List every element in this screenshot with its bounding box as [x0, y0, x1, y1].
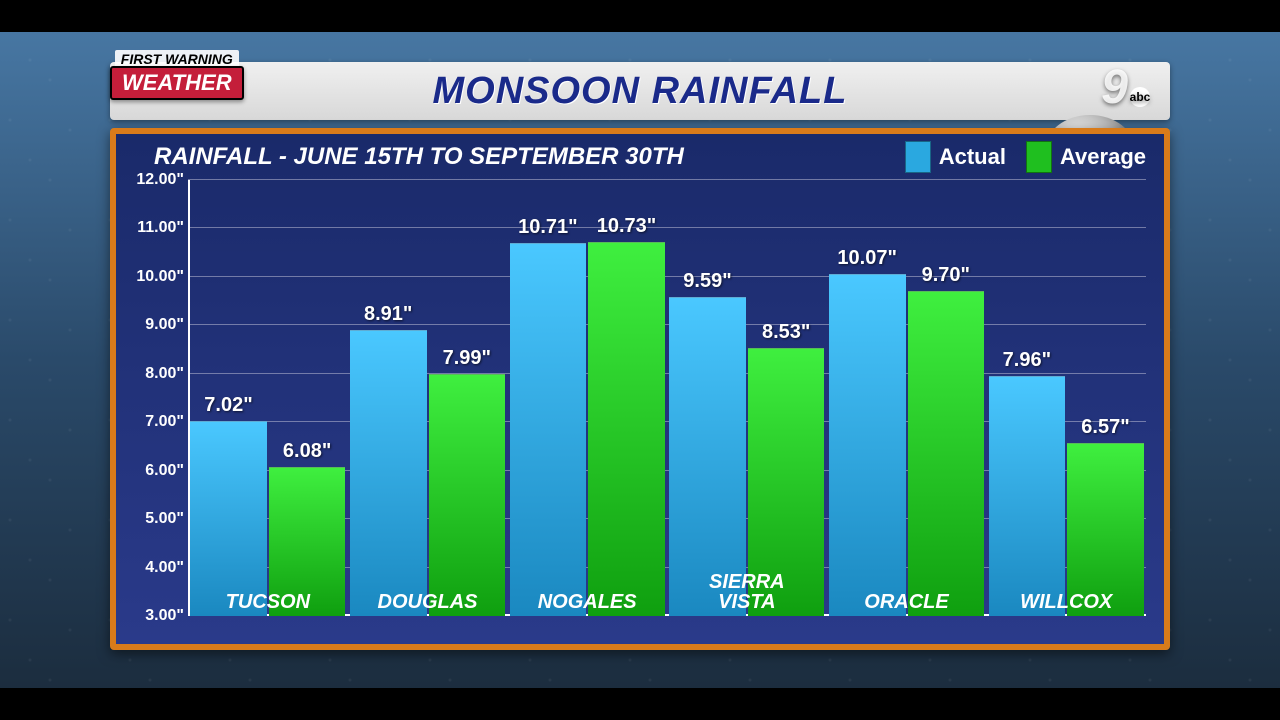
- bar-average: 9.70": [908, 291, 985, 616]
- legend-label-actual: Actual: [939, 144, 1006, 170]
- bar-value-label: 7.99": [443, 347, 491, 370]
- bar-value-label: 7.02": [204, 394, 252, 417]
- y-tick: 9.00": [145, 316, 184, 334]
- legend-label-average: Average: [1060, 144, 1146, 170]
- category-label: ORACLE: [864, 592, 948, 612]
- legend-swatch-average: [1026, 141, 1052, 173]
- bars-area: 7.02"6.08"TUCSON8.91"7.99"DOUGLAS10.71"1…: [188, 180, 1146, 616]
- bar-average: 7.99": [429, 374, 506, 616]
- first-warning-badge: FIRST WARNING WEATHER: [110, 50, 244, 100]
- bar-average: 10.73": [588, 242, 665, 616]
- y-tick: 6.00": [145, 462, 184, 480]
- y-tick: 12.00": [136, 171, 184, 189]
- network-icon: abc: [1130, 87, 1150, 107]
- category-label: TUCSON: [226, 592, 310, 612]
- bar-group: 8.91"7.99"DOUGLAS: [348, 180, 508, 616]
- station-logo: 9 abc: [1101, 60, 1150, 115]
- y-tick: 10.00": [136, 268, 184, 286]
- bar-group: 7.02" 6.08" TUCSON: [188, 180, 348, 616]
- bar-actual: 10.71": [510, 243, 587, 617]
- bar-value-label: 9.59": [683, 270, 731, 293]
- category-label: SIERRA VISTA: [709, 572, 785, 612]
- bar-actual: 8.91": [350, 330, 427, 616]
- legend-average: Average: [1026, 141, 1146, 173]
- y-tick: 7.00": [145, 413, 184, 431]
- bar-group: 7.96" 6.57" WILLCOX: [986, 180, 1146, 616]
- bar-value-label: 8.91": [364, 303, 412, 326]
- bar-value-label: 8.53": [762, 321, 810, 344]
- y-tick: 11.00": [137, 219, 184, 237]
- category-label: DOUGLAS: [378, 592, 478, 612]
- y-tick: 4.00": [145, 559, 184, 577]
- legend-swatch-actual: [905, 141, 931, 173]
- bar-value-label: 10.71": [518, 216, 578, 239]
- chart-frame: RAINFALL - JUNE 15TH TO SEPTEMBER 30TH A…: [110, 128, 1170, 650]
- plot-area: 3.00" 4.00" 5.00" 6.00" 7.00" 8.00" 9.00" 10.00…: [126, 180, 1154, 634]
- y-tick: 5.00": [145, 510, 184, 528]
- chart-header-row: RAINFALL - JUNE 15TH TO SEPTEMBER 30TH A…: [116, 134, 1164, 180]
- bar-group: 10.07"9.70"ORACLE: [827, 180, 987, 616]
- bar-value-label: 6.08": [283, 440, 331, 463]
- bar-actual: 7.96": [989, 376, 1066, 616]
- bar-group: 9.59" 8.53" SIERRA VISTA: [667, 180, 827, 616]
- y-tick: 8.00": [145, 365, 184, 383]
- y-tick: 3.00": [145, 607, 184, 625]
- chart-subtitle: RAINFALL - JUNE 15TH TO SEPTEMBER 30TH: [154, 143, 885, 171]
- legend-actual: Actual: [905, 141, 1006, 173]
- bar-value-label: 6.57": [1081, 416, 1129, 439]
- category-label: WILLCOX: [1020, 592, 1112, 612]
- page-title: MONSOON RAINFALL: [433, 70, 848, 113]
- bar-value-label: 7.96": [1003, 349, 1051, 372]
- category-label: NOGALES: [538, 592, 637, 612]
- bar-group: 10.71"10.73"NOGALES: [507, 180, 667, 616]
- bar-actual: 7.02": [190, 421, 267, 616]
- bar-value-label: 9.70": [922, 264, 970, 287]
- y-axis: 3.00"4.00"5.00"6.00"7.00"8.00"9.00"10.00…: [126, 180, 188, 616]
- bar-value-label: 10.73": [597, 215, 657, 238]
- bar-value-label: 10.07": [837, 247, 897, 270]
- bar-actual: 9.59": [669, 297, 746, 616]
- station-number: 9: [1101, 60, 1128, 115]
- bar-actual: 10.07": [829, 274, 906, 617]
- badge-bottom-text: WEATHER: [110, 66, 244, 100]
